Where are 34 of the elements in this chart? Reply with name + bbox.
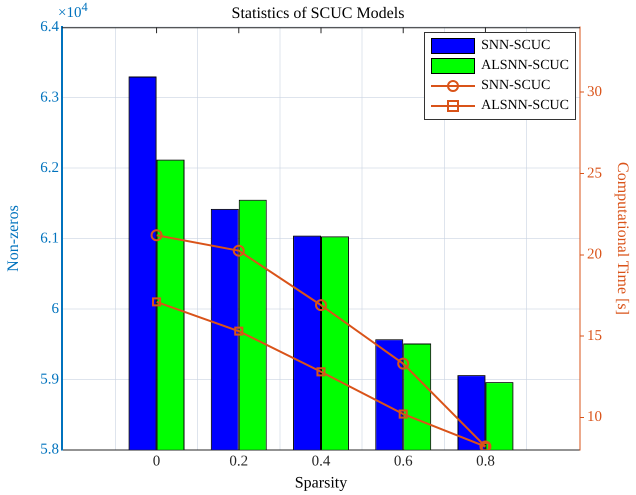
- point: [150, 229, 163, 242]
- point: [234, 326, 244, 336]
- x-tick-label: 0.4: [312, 454, 331, 470]
- point: [315, 299, 327, 312]
- point: [397, 358, 410, 370]
- legend-label: ALSNN-SCUC: [481, 58, 569, 74]
- legend-label: ALSNN-SCUC: [481, 98, 569, 114]
- y2-axis-title: Computational Time [s]: [614, 162, 632, 315]
- y-tick-label: 5.8: [40, 442, 59, 458]
- point: [398, 410, 408, 419]
- x-tick-label: 0.2: [229, 454, 248, 470]
- y2-tick-label: 20: [587, 246, 602, 263]
- x-tick-label: 0: [152, 454, 160, 470]
- y-tick-label: 6.2: [40, 160, 59, 176]
- point: [152, 297, 162, 306]
- y-tick-label: 6.4: [40, 19, 60, 36]
- y-tick-label: 6: [52, 300, 60, 317]
- text: ×10$^{4}$: [58, 0, 88, 21]
- y2-tick-label: 25: [587, 165, 602, 182]
- y2-tick-label: 15: [587, 328, 602, 344]
- x-axis-title: Sparsity: [294, 474, 348, 492]
- y-tick-label: 6.1: [40, 230, 59, 246]
- chart-title: Statistics of SCUC Models: [232, 4, 404, 22]
- legend-label: SNN-SCUC: [481, 78, 550, 94]
- y-axis-title: Non-zeros: [4, 205, 22, 272]
- y2-tick-label: 10: [587, 409, 602, 426]
- y-tick-label: 5.9: [40, 371, 59, 388]
- point: [316, 367, 326, 376]
- x-tick-label: 0.8: [476, 454, 495, 470]
- legend-label: SNN-SCUC: [481, 38, 550, 54]
- y2-tick-label: 30: [587, 84, 602, 100]
- x-tick-label: 0.6: [394, 454, 414, 470]
- point: [232, 244, 245, 257]
- y-tick-label: 6.3: [40, 90, 59, 106]
